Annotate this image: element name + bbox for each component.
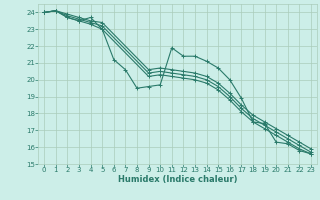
X-axis label: Humidex (Indice chaleur): Humidex (Indice chaleur) — [118, 175, 237, 184]
